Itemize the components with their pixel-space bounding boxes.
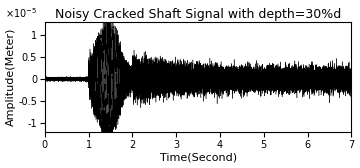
X-axis label: Time(Second): Time(Second)	[159, 152, 237, 162]
Title: Noisy Cracked Shaft Signal with depth=30%d: Noisy Cracked Shaft Signal with depth=30…	[55, 8, 341, 21]
Y-axis label: Amplitude(Meter): Amplitude(Meter)	[5, 28, 15, 126]
Text: $\times10^{-5}$: $\times10^{-5}$	[5, 6, 37, 20]
